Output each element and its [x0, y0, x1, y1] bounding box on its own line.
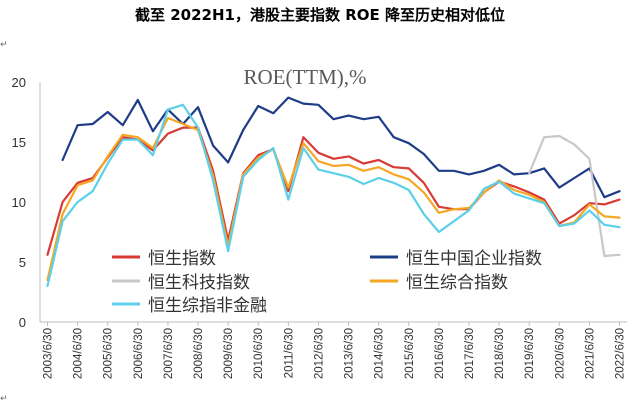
- series-line-hstech: [528, 134, 621, 258]
- legend-label-hscei: 恒生中国企业指数: [406, 249, 542, 269]
- x-tick-label: 2009/6/30: [223, 328, 235, 379]
- x-tick-label: 2012/6/30: [313, 328, 325, 379]
- x-tick-label: 2014/6/30: [374, 328, 386, 379]
- return-mark-top: ↵: [0, 40, 8, 50]
- x-tick-label: 2010/6/30: [253, 328, 265, 379]
- y-tick-label: 10: [12, 195, 26, 210]
- x-tick-label: 2018/6/30: [494, 328, 506, 379]
- legend-label-hsi: 恒生指数: [148, 249, 216, 269]
- x-tick-label: 2013/6/30: [344, 328, 356, 379]
- y-tick-label: 0: [19, 315, 26, 330]
- series-line-hsci-nonfin: [46, 103, 621, 288]
- x-tick-label: 2006/6/30: [133, 328, 145, 379]
- legend-label-hstech: 恒生科技指数: [148, 273, 250, 293]
- x-tick-label: 2021/6/30: [584, 328, 596, 379]
- x-tick-label: 2003/6/30: [43, 328, 55, 379]
- chart-title: ROE(TTM),%: [243, 65, 366, 89]
- x-tick-label: 2022/6/30: [614, 328, 626, 379]
- series-line-hscei: [61, 96, 621, 199]
- x-tick-label: 2011/6/30: [283, 328, 295, 378]
- legend-label-hsci-nonfin: 恒生综指非金融: [148, 296, 267, 316]
- y-tick-label: 5: [19, 255, 26, 270]
- return-mark-bottom: ↵: [0, 394, 8, 404]
- x-tick-label: 2007/6/30: [163, 328, 175, 379]
- x-tick-label: 2020/6/30: [554, 328, 566, 379]
- x-tick-label: 2008/6/30: [193, 328, 205, 379]
- series-line-hsci: [46, 116, 621, 282]
- x-tick-label: 2019/6/30: [524, 328, 536, 379]
- x-tick-label: 2015/6/30: [404, 328, 416, 379]
- x-tick-label: 2016/6/30: [434, 328, 446, 379]
- x-tick-label: 2005/6/30: [103, 328, 115, 379]
- series-line-hsi: [46, 126, 621, 256]
- x-tick-label: 2017/6/30: [464, 328, 476, 379]
- legend-label-hsci: 恒生综合指数: [406, 273, 508, 293]
- x-tick-label: 2004/6/30: [73, 328, 85, 379]
- y-tick-label: 15: [12, 135, 26, 150]
- page-title: 截至 2022H1，港股主要指数 ROE 降至历史相对低位: [135, 6, 505, 24]
- y-tick-label: 20: [12, 75, 26, 90]
